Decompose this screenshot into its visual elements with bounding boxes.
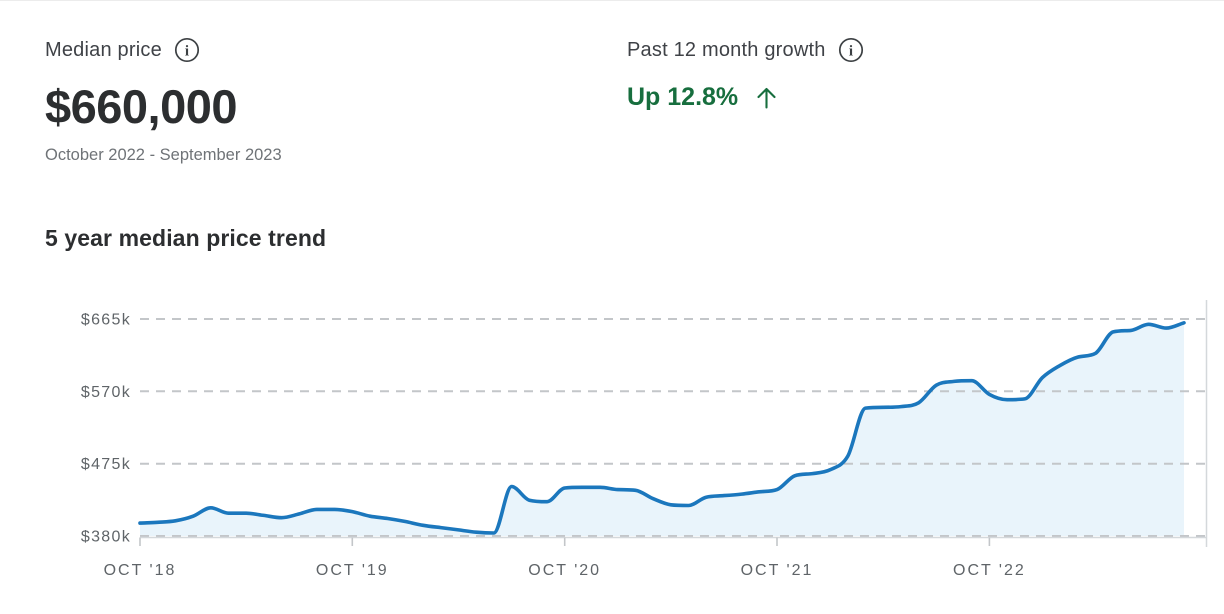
price-trend-svg[interactable]: $380k $475k $570k $665k OCT '18 OCT '19 OCT '2… bbox=[0, 286, 1224, 614]
x-axis-label: OCT '18 bbox=[104, 562, 177, 579]
price-trend-chart[interactable]: $380k $475k $570k $665k OCT '18 OCT '19 OCT '2… bbox=[0, 286, 1224, 614]
median-price-section: Median price i $660,000 October 2022 - S… bbox=[45, 37, 282, 165]
svg-text:i: i bbox=[185, 43, 189, 59]
x-axis-label: OCT '19 bbox=[316, 562, 389, 579]
x-axis-label: OCT '20 bbox=[528, 562, 601, 579]
x-axis-label: OCT '21 bbox=[741, 562, 814, 579]
price-area bbox=[140, 322, 1184, 536]
growth-section: Past 12 month growth i Up 12.8% bbox=[627, 37, 864, 112]
y-axis-label: $665k bbox=[81, 312, 131, 329]
info-icon[interactable]: i bbox=[174, 37, 200, 63]
x-axis-label: OCT '22 bbox=[953, 562, 1026, 579]
median-price-label: Median price bbox=[45, 38, 162, 61]
y-axis-label: $475k bbox=[81, 456, 131, 473]
median-price-value: $660,000 bbox=[45, 80, 238, 133]
median-price-period: October 2022 - September 2023 bbox=[45, 146, 282, 164]
y-axis-label: $570k bbox=[81, 384, 131, 401]
up-arrow-icon bbox=[754, 85, 779, 111]
chart-title: 5 year median price trend bbox=[45, 225, 327, 251]
info-icon[interactable]: i bbox=[838, 37, 864, 63]
svg-text:i: i bbox=[848, 43, 852, 59]
price-line bbox=[138, 321, 1186, 535]
growth-label: Past 12 month growth bbox=[627, 38, 826, 61]
growth-value: Up 12.8% bbox=[627, 83, 739, 111]
y-axis-label: $380k bbox=[81, 529, 131, 546]
